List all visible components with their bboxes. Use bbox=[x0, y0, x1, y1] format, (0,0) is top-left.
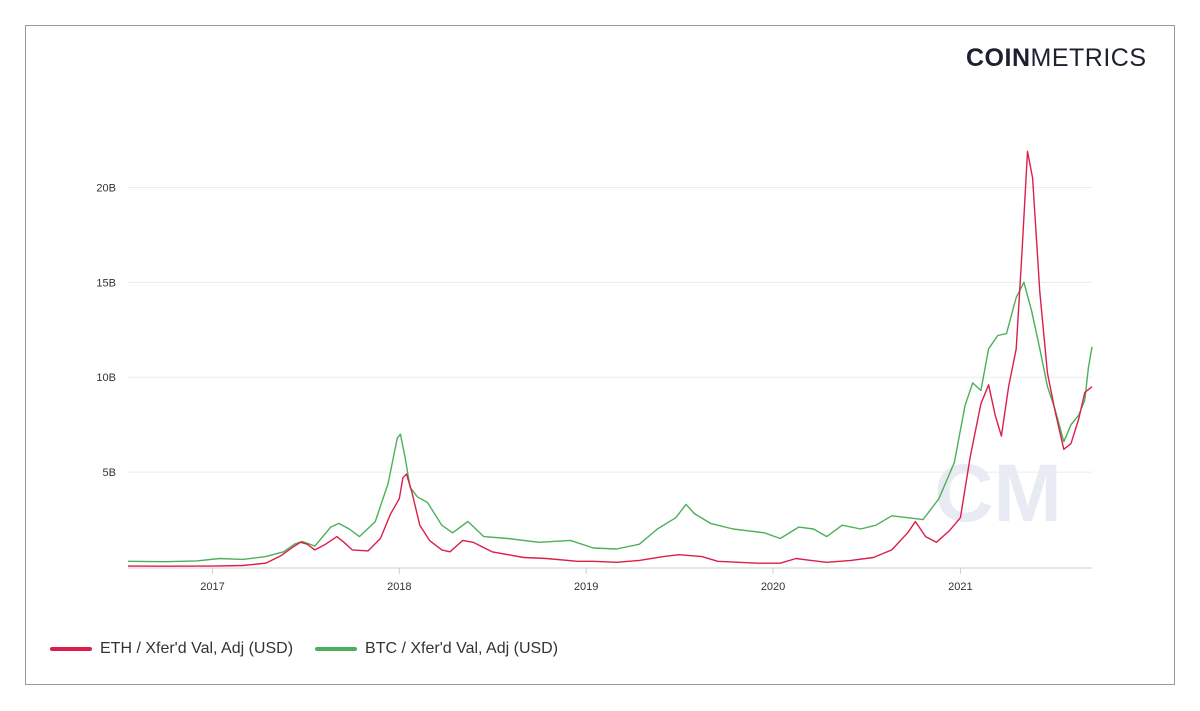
x-tick-label: 2018 bbox=[387, 581, 411, 593]
chart-frame bbox=[25, 25, 1175, 685]
series-line-eth bbox=[127, 150, 1093, 567]
legend: ETH / Xfer'd Val, Adj (USD) BTC / Xfer'd … bbox=[50, 640, 580, 658]
logo-light-text: METRICS bbox=[1030, 44, 1147, 72]
x-tick-label: 2020 bbox=[761, 581, 785, 593]
y-axis: 5B 10B 15B 20B bbox=[96, 182, 116, 479]
y-tick-label: 15B bbox=[96, 277, 116, 289]
y-tick-label: 5B bbox=[103, 467, 116, 479]
series-line-btc bbox=[127, 281, 1093, 563]
legend-label: BTC / Xfer'd Val, Adj (USD) bbox=[365, 640, 559, 657]
y-tick-label: 20B bbox=[96, 182, 116, 194]
legend-item-btc[interactable]: BTC / Xfer'd Val, Adj (USD) bbox=[315, 640, 558, 658]
x-axis: 2017 2018 2019 2020 2021 bbox=[128, 567, 1092, 593]
x-tick-label: 2021 bbox=[948, 581, 972, 593]
coinmetrics-logo: COINMETRICS bbox=[966, 44, 1147, 73]
y-tick-label: 10B bbox=[96, 372, 116, 384]
series-lines bbox=[127, 150, 1093, 567]
x-tick-label: 2017 bbox=[200, 581, 224, 593]
legend-swatch bbox=[50, 647, 92, 651]
legend-item-eth[interactable]: ETH / Xfer'd Val, Adj (USD) bbox=[50, 640, 293, 658]
x-tick-label: 2019 bbox=[574, 581, 598, 593]
grid-lines bbox=[128, 186, 1092, 473]
logo-bold-text: COIN bbox=[966, 44, 1031, 72]
legend-swatch bbox=[315, 647, 358, 651]
legend-label: ETH / Xfer'd Val, Adj (USD) bbox=[100, 640, 294, 657]
